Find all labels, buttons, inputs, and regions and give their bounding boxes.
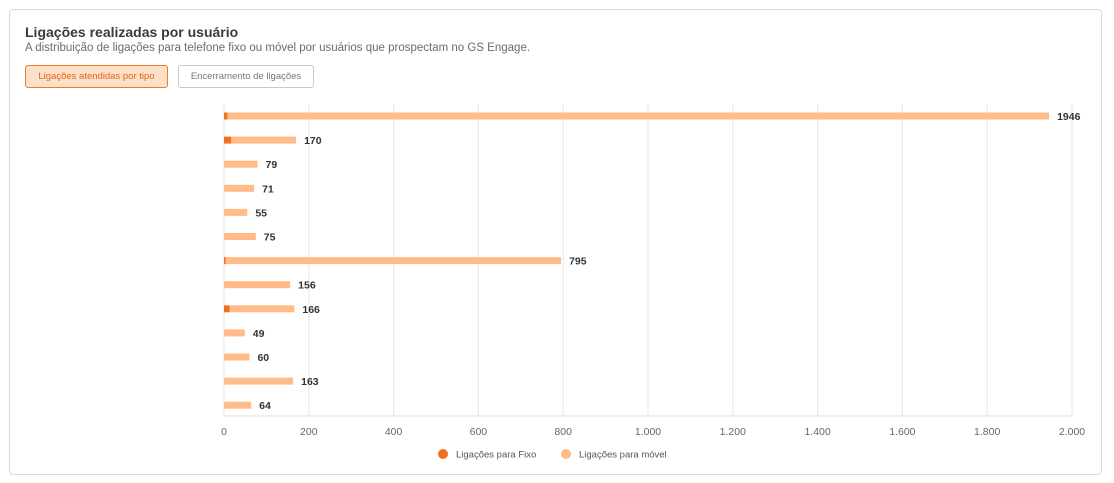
bar-fixo [224,257,226,265]
page-title: Ligações realizadas por usuário [25,24,239,40]
bar-total-label: 75 [264,232,276,244]
x-tick-label: 0 [221,426,227,438]
bar-movel [224,377,294,385]
bar-movel [225,257,562,265]
bar-total-label: 1946 [1057,111,1081,123]
x-tick-label: 1.800 [974,426,1000,438]
bar-movel [224,184,255,192]
x-tick-label: 200 [300,426,318,438]
bar-movel [231,136,297,144]
bar-total-label: 71 [262,183,274,195]
bar-movel [227,112,1050,120]
x-tick-label: 1.000 [635,426,661,438]
bar-total-label: 156 [298,280,316,292]
bar-movel [224,208,248,216]
bar-fixo [224,112,228,120]
bar-total-label: 55 [255,207,267,219]
bar-movel [229,305,295,313]
tab-encerramento-de-ligacoes[interactable]: Encerramento de ligações [178,65,314,88]
bar-total-label: 163 [301,376,319,388]
page-subtitle: A distribuição de ligações para telefone… [25,42,531,54]
x-tick-label: 1.200 [720,426,746,438]
x-tick-label: 800 [554,426,572,438]
bar-total-label: 79 [265,159,277,171]
bar-total-label: 60 [257,352,269,364]
bar-movel [224,160,258,168]
bar-total-label: 166 [302,304,320,316]
bar-movel [224,353,250,361]
bar-total-label: 170 [304,135,322,147]
legend-movel-marker [561,449,571,459]
legend-movel-label: Ligações para móvel [579,450,667,461]
x-tick-label: 600 [470,426,488,438]
bar-movel [224,233,256,240]
chart-card: Ligações realizadas por usuário A distri… [9,9,1102,475]
bar-total-label: 64 [259,400,271,412]
bar-total-label: 49 [253,328,265,340]
bar-movel [224,401,252,409]
bar-total-label: 795 [569,256,587,268]
legend-fixo-label: Ligações para Fixo [456,450,536,461]
bar-fixo [224,136,232,144]
x-tick-label: 2.000 [1059,426,1085,438]
bar-movel [224,281,291,289]
x-tick-label: 1.400 [804,426,830,438]
bar-movel [224,329,245,337]
bar-fixo [224,305,230,313]
legend-fixo-marker [438,449,448,459]
tab-ligacoes-atendidas-por-tipo[interactable]: Ligações atendidas por tipo [25,65,168,88]
x-tick-label: 1.600 [889,426,915,438]
x-tick-label: 400 [385,426,403,438]
